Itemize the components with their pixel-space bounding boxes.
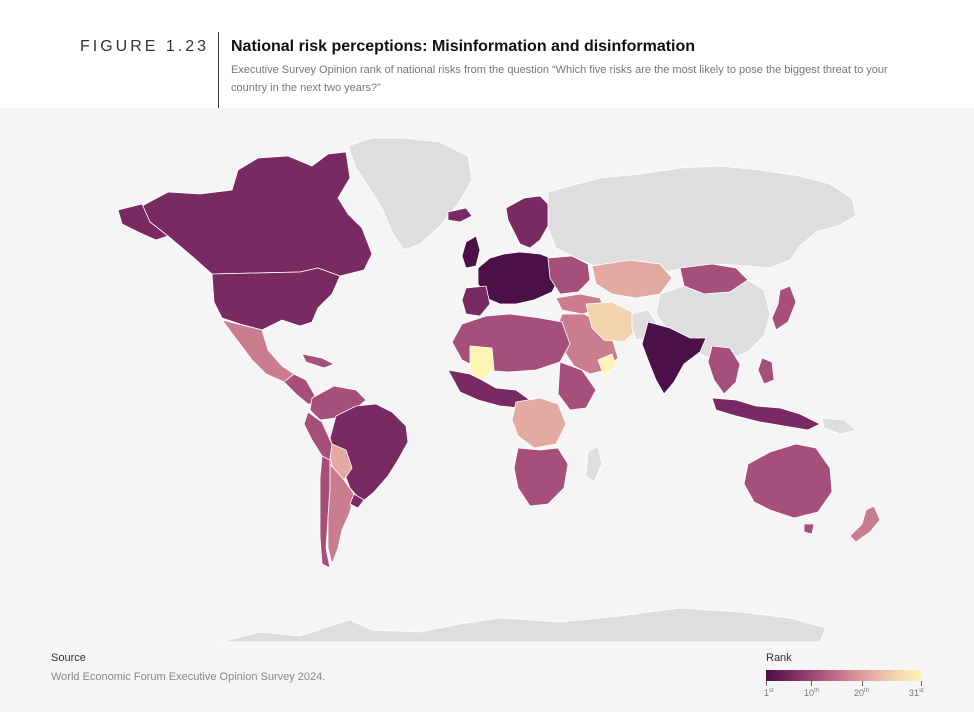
region-mali bbox=[469, 345, 495, 381]
region-central-africa bbox=[511, 397, 567, 449]
region-philippines bbox=[757, 357, 775, 385]
region-argentina bbox=[327, 462, 355, 566]
legend-tick-mark bbox=[811, 681, 812, 686]
figure-number: FIGURE 1.23 bbox=[80, 38, 210, 55]
legend-tick-1: 1st bbox=[764, 688, 774, 698]
region-iceland bbox=[447, 207, 473, 223]
source-label: Source bbox=[51, 652, 86, 664]
region-caribbean bbox=[301, 353, 335, 369]
rank-legend: Rank 1st 10th 20th 31st bbox=[764, 652, 936, 707]
region-antarctica bbox=[219, 607, 827, 643]
legend-tick-mark bbox=[766, 681, 767, 686]
region-eastern-europe bbox=[547, 255, 591, 295]
region-oman bbox=[597, 353, 617, 377]
legend-color-scale bbox=[766, 670, 922, 681]
legend-tick-10: 10th bbox=[804, 688, 820, 698]
region-mexico bbox=[221, 319, 295, 383]
region-tasmania bbox=[803, 523, 815, 535]
legend-tick-20: 20th bbox=[854, 688, 870, 698]
region-southern-africa bbox=[513, 447, 569, 507]
region-madagascar bbox=[585, 445, 603, 483]
figure-subtitle: Executive Survey Opinion rank of nationa… bbox=[231, 64, 888, 94]
region-canada bbox=[141, 151, 373, 277]
header-divider bbox=[218, 32, 219, 108]
region-new-zealand bbox=[849, 505, 881, 543]
region-australia bbox=[743, 443, 833, 519]
region-greenland bbox=[347, 137, 473, 251]
region-iran bbox=[585, 301, 637, 343]
region-usa bbox=[211, 267, 341, 331]
source-text: World Economic Forum Executive Opinion S… bbox=[51, 671, 326, 683]
legend-title: Rank bbox=[766, 652, 792, 664]
region-scandinavia bbox=[505, 195, 551, 249]
region-kazakhstan bbox=[591, 259, 673, 299]
figure-title: National risk perceptions: Misinformatio… bbox=[231, 38, 696, 55]
region-alaska bbox=[117, 203, 169, 241]
region-russia bbox=[547, 165, 857, 273]
region-indonesia bbox=[711, 397, 821, 431]
world-map bbox=[117, 137, 881, 643]
region-japan bbox=[771, 285, 797, 331]
region-uruguay bbox=[349, 493, 365, 509]
map-panel: Source World Economic Forum Executive Op… bbox=[0, 108, 974, 712]
figure-header: FIGURE 1.23 National risk perceptions: M… bbox=[0, 0, 974, 108]
region-southeast-asia bbox=[707, 345, 741, 395]
legend-tick-mark bbox=[862, 681, 863, 686]
region-png bbox=[821, 417, 857, 435]
legend-tick-31: 31st bbox=[909, 688, 924, 698]
region-horn-africa bbox=[557, 361, 597, 411]
region-india bbox=[641, 321, 707, 395]
region-europe bbox=[477, 251, 561, 305]
region-uk bbox=[461, 235, 481, 269]
legend-tick-mark bbox=[921, 681, 922, 686]
region-iberia bbox=[461, 285, 491, 317]
